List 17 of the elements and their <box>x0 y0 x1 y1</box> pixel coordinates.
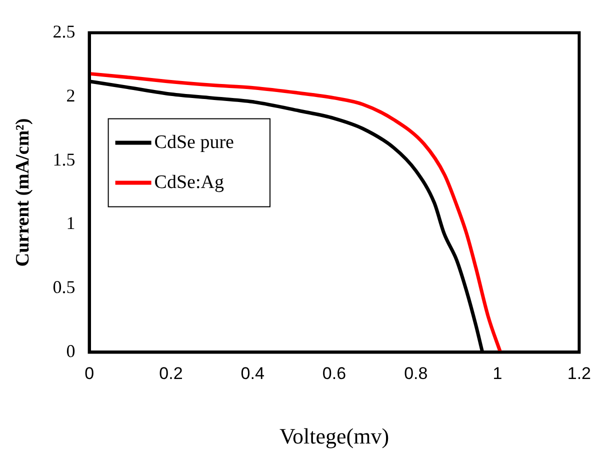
y-tick-label: 1 <box>66 213 76 234</box>
x-tick-label: 1.2 <box>567 364 592 384</box>
x-tick-label: 0.6 <box>322 364 346 384</box>
x-tick-label: 1 <box>492 364 502 384</box>
y-tick-label: 1.5 <box>52 149 76 170</box>
x-tick-label: 0.8 <box>404 364 428 384</box>
y-axis-title: Current (mA/cm²) <box>12 118 34 267</box>
y-tick-label: 0.5 <box>52 277 76 298</box>
y-tick-label: 2.5 <box>52 22 76 42</box>
legend-label: CdSe pure <box>154 132 234 153</box>
x-tick-label: 0.2 <box>159 364 183 384</box>
x-axis-title: Voltege(mv) <box>279 424 390 449</box>
y-tick-label: 0 <box>66 340 76 361</box>
y-tick-label: 2 <box>66 85 76 106</box>
x-tick-label: 0 <box>84 364 94 384</box>
legend-label: CdSe:Ag <box>154 172 224 193</box>
x-tick-label: 0.4 <box>240 364 264 384</box>
